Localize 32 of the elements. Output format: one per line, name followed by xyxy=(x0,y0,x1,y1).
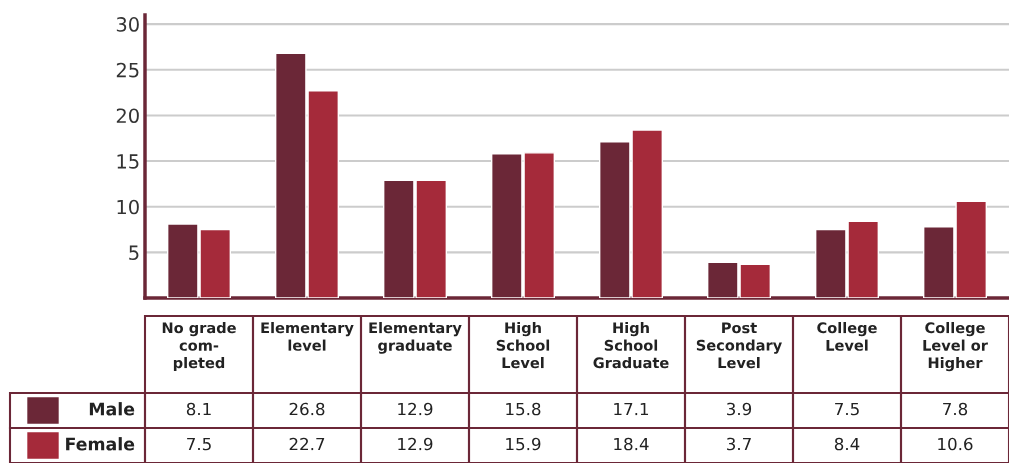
y-tick-label: 30 xyxy=(116,17,139,32)
y-tick-label: 15 xyxy=(117,154,139,169)
data-label: 7.5 xyxy=(187,437,211,451)
x-tick-label: High School Graduate xyxy=(593,322,669,369)
x-tick-label: Elementary level xyxy=(261,322,354,351)
y-tick-label: 10 xyxy=(117,199,139,215)
y-tick-label: 20 xyxy=(116,108,139,124)
data-label: 26.8 xyxy=(289,402,325,416)
data-label: 8.4 xyxy=(834,437,860,451)
data-label: 18.4 xyxy=(614,437,649,451)
data-label: 15.9 xyxy=(506,437,541,451)
x-tick-label: College Level xyxy=(817,322,877,351)
data-label: 7.5 xyxy=(835,402,859,416)
legend-label: Male xyxy=(89,402,135,416)
data-label: 10.6 xyxy=(938,437,973,451)
x-tick-label: College Level or Higher xyxy=(923,322,988,372)
y-tick-label: 25 xyxy=(116,62,139,78)
data-label: 17.1 xyxy=(614,402,649,416)
data-label: 7.8 xyxy=(943,402,968,416)
data-label: 8.1 xyxy=(186,402,211,416)
data-label: 22.7 xyxy=(289,437,325,451)
y-tick-label: 5 xyxy=(129,245,139,261)
data-label: 15.8 xyxy=(506,402,541,416)
x-tick-label: Post Secondary Level xyxy=(696,322,782,369)
x-tick-label: Elementary graduate xyxy=(369,322,462,354)
data-label: 12.9 xyxy=(398,437,433,451)
data-label: 12.9 xyxy=(398,402,433,416)
data-label: 3.9 xyxy=(727,402,752,416)
legend-label: Female xyxy=(66,437,135,451)
x-tick-label: High School Level xyxy=(496,322,550,369)
x-tick-label: No grade com- pleted xyxy=(162,322,236,372)
data-label: 3.7 xyxy=(727,437,751,451)
